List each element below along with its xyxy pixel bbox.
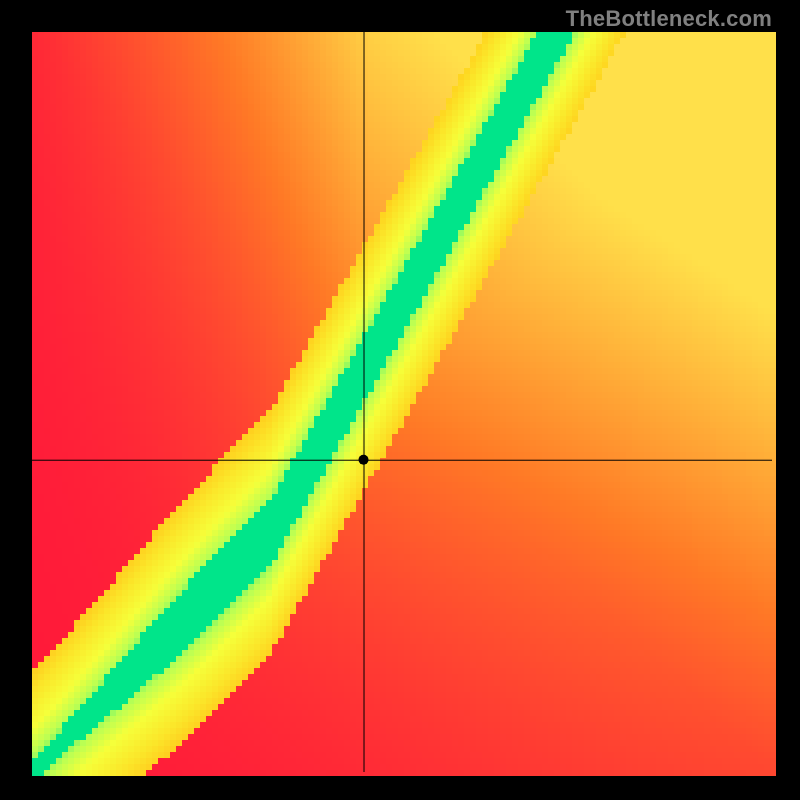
bottleneck-heatmap	[0, 0, 800, 800]
watermark-text: TheBottleneck.com	[566, 6, 772, 32]
